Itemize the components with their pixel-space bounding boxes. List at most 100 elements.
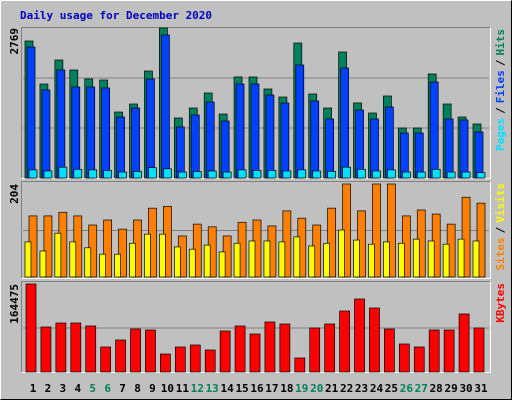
x-tick-label: 15 (235, 382, 248, 395)
bar (233, 242, 241, 278)
x-tick-label: 1 (30, 382, 37, 395)
bar (177, 171, 187, 179)
bar (399, 132, 409, 179)
x-tick-label: 11 (176, 382, 190, 395)
bar (312, 170, 322, 179)
bar (130, 328, 141, 373)
bar (385, 106, 394, 179)
bar (58, 166, 68, 179)
bar (297, 169, 307, 179)
bar (173, 246, 181, 278)
bar (339, 310, 350, 373)
legend: KBytes (494, 283, 507, 323)
bar (265, 94, 275, 179)
bar (115, 339, 126, 373)
x-tick-label: 23 (355, 382, 368, 395)
bar (387, 169, 396, 179)
x-tick-label: 9 (149, 382, 156, 395)
bar (118, 228, 127, 278)
bar (461, 196, 471, 278)
legend-entry: KBytes (494, 283, 507, 323)
bar (443, 329, 455, 373)
bar (248, 240, 256, 278)
bar (457, 238, 465, 278)
bar (131, 107, 140, 179)
bevel (21, 181, 491, 279)
bar (189, 344, 201, 373)
bar (354, 298, 365, 373)
y-tick-label: 204 (8, 184, 21, 204)
bar (414, 132, 424, 179)
bar (294, 357, 306, 373)
legend: Sites / Visits (494, 183, 507, 271)
bar (412, 238, 420, 278)
bar (280, 102, 290, 179)
x-tick-label: 6 (104, 382, 111, 395)
bar (203, 244, 211, 278)
x-tick-label: 2 (45, 382, 52, 395)
bar (384, 328, 395, 373)
legend-entry: Pages (494, 118, 507, 151)
bevel (21, 27, 491, 179)
bar (100, 346, 112, 373)
legend: Pages / Files / Hits (494, 29, 507, 151)
bar (175, 126, 185, 179)
bar (446, 171, 456, 179)
bevel (21, 181, 491, 279)
chart-title: Daily usage for December 2020 (20, 9, 212, 22)
bar (310, 100, 320, 179)
x-tick-label: 12 (191, 382, 204, 395)
bar (160, 353, 171, 373)
bar (39, 250, 47, 278)
x-tick-label: 28 (430, 382, 443, 395)
bar (84, 247, 92, 278)
bar (222, 171, 232, 179)
legend-entry: Visits (494, 183, 507, 223)
bar (327, 171, 337, 179)
bar (278, 241, 286, 278)
bar (28, 169, 38, 179)
bar (368, 243, 375, 278)
x-tick-label: 31 (474, 382, 488, 395)
x-tick-label: 17 (265, 382, 278, 395)
bar (473, 327, 485, 373)
x-tick-label: 4 (74, 382, 81, 395)
bar (234, 325, 246, 373)
bar (54, 232, 62, 278)
bar (86, 86, 96, 179)
legend-separator: / (494, 59, 507, 66)
bar (355, 109, 364, 179)
bar (459, 119, 469, 179)
bar (219, 330, 231, 373)
bevel (21, 281, 491, 373)
bar (327, 207, 337, 278)
bar (369, 307, 380, 373)
bar (372, 183, 381, 278)
bar (85, 325, 97, 373)
bar (174, 346, 186, 373)
legend-separator: / (494, 107, 507, 114)
x-tick-label: 30 (459, 382, 472, 395)
bar (55, 322, 67, 373)
x-tick-label: 29 (445, 382, 458, 395)
bar (357, 168, 366, 179)
bar (431, 168, 441, 179)
bar (461, 171, 471, 179)
bar (88, 169, 98, 179)
bar (25, 283, 37, 373)
bar (118, 171, 127, 179)
bar (218, 251, 226, 278)
bar (133, 171, 142, 179)
bar (398, 343, 410, 373)
bar (342, 166, 351, 179)
x-tick-label: 8 (134, 382, 141, 395)
bar (237, 169, 247, 179)
bar (413, 346, 425, 373)
bar (69, 241, 77, 278)
y-tick-label: 164475 (8, 284, 21, 324)
bar (293, 236, 301, 278)
bar (99, 253, 107, 278)
bar (144, 233, 151, 278)
x-tick-label: 3 (60, 382, 67, 395)
bar (324, 323, 336, 373)
